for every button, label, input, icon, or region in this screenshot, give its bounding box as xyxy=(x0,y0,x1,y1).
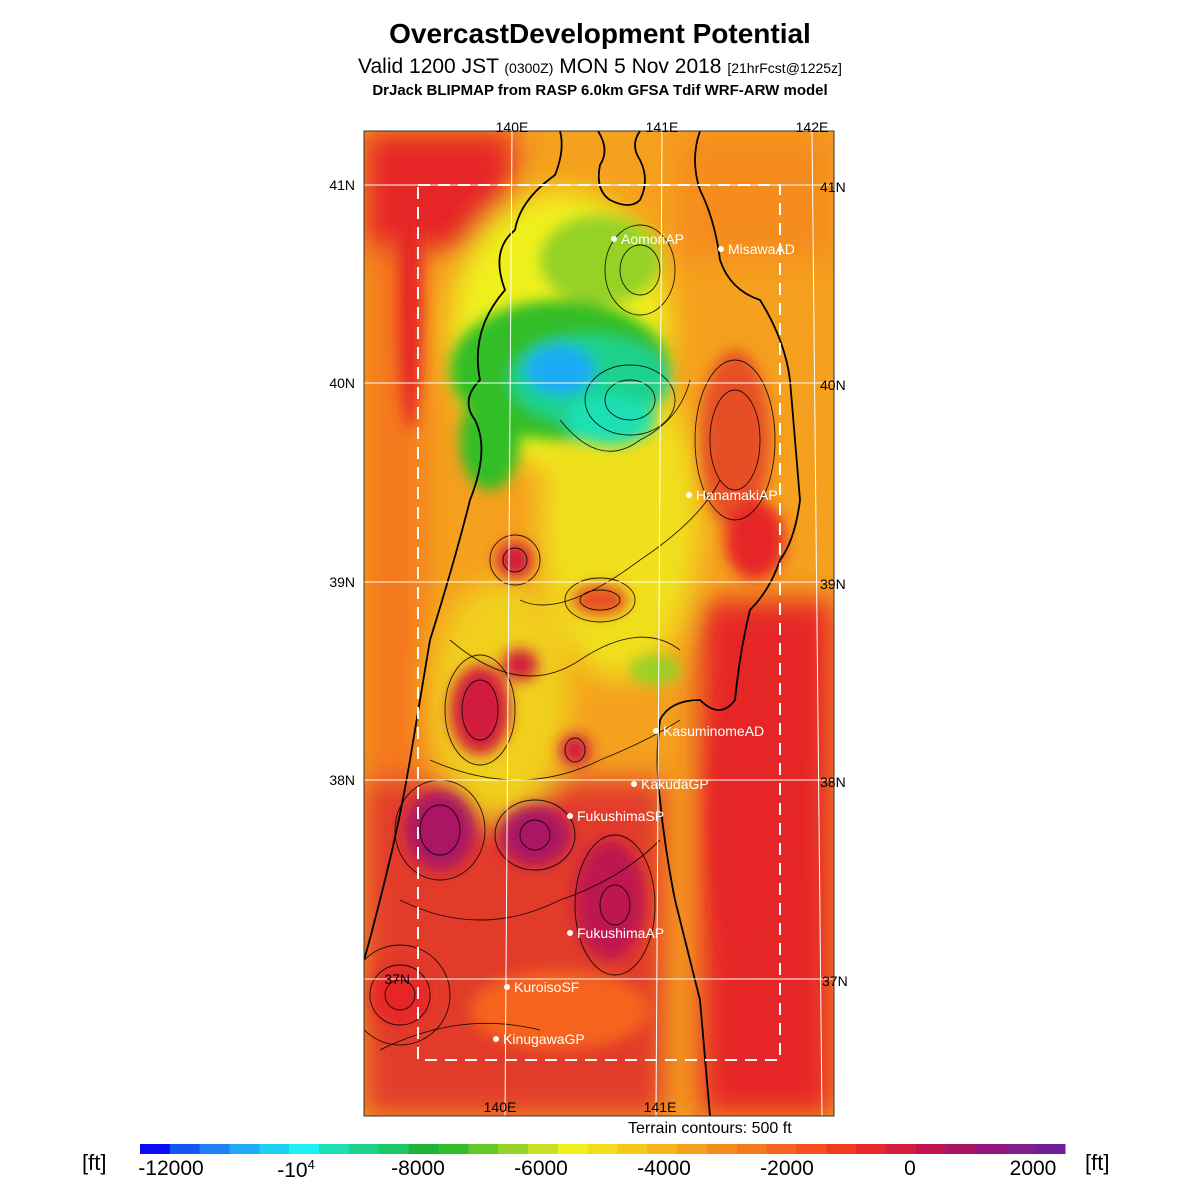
colorbar-swatch xyxy=(378,1144,410,1154)
map-title: OvercastDevelopment Potential xyxy=(389,18,811,49)
lon-label-bottom-140: 140E xyxy=(484,1099,517,1115)
colorbar-swatch xyxy=(438,1144,469,1154)
lon-label-bottom-141: 141E xyxy=(644,1099,677,1115)
lat-label-left-38: 38N xyxy=(329,772,355,788)
colorbar-swatch xyxy=(259,1144,290,1154)
lat-label-right-41: 41N xyxy=(820,179,846,195)
station-label: KuroisoSF xyxy=(514,979,579,995)
lon-label-top-142: 142E xyxy=(796,119,829,135)
forecast-info: [21hrFcst@1225z] xyxy=(727,60,842,76)
station-hanamaki-ap: HanamakiAP xyxy=(686,487,778,503)
station-label: FukushimaSP xyxy=(577,808,664,824)
colorbar-swatch xyxy=(856,1144,887,1154)
lon-label-top-140: 140E xyxy=(496,119,529,135)
colorbar-swatch xyxy=(796,1144,827,1154)
colorbar-label-minus-6000: -6000 xyxy=(514,1157,568,1180)
colorbar-swatch xyxy=(527,1144,559,1154)
colorbar-label-base: -10 xyxy=(277,1159,308,1182)
colorbar-swatch xyxy=(319,1144,350,1154)
colorbar-swatch xyxy=(289,1144,320,1154)
colorbar-swatch xyxy=(617,1144,648,1154)
lat-label-right-39: 39N xyxy=(820,576,846,592)
lat-label-left-41: 41N xyxy=(329,177,355,193)
station-label: HanamakiAP xyxy=(696,487,778,503)
station-kakuda-gp: KakudaGP xyxy=(631,776,709,792)
colorbar-label-minus-10000: -104 xyxy=(277,1157,315,1183)
colorbar-swatch xyxy=(229,1144,260,1154)
lat-label-right-37: 37N xyxy=(822,973,848,989)
colorbar-swatch xyxy=(677,1144,708,1154)
valid-prefix: Valid 1200 JST xyxy=(358,55,499,78)
colorbar-label-zero: 0 xyxy=(904,1157,916,1180)
station-label: KasuminomeAD xyxy=(663,723,764,739)
station-label: MisawaAD xyxy=(728,241,795,257)
lat-label-right-40: 40N xyxy=(820,377,846,393)
terrain-note: Terrain contours: 500 ft xyxy=(628,1120,792,1137)
colorbar-swatch xyxy=(199,1144,231,1154)
colorbar-swatch xyxy=(885,1144,917,1154)
station-label: AomoriAP xyxy=(621,231,684,247)
colorbar-label-2000: 2000 xyxy=(1009,1157,1057,1180)
station-fukushima-ap: FukushimaAP xyxy=(567,925,664,941)
station-misawa-ad: MisawaAD xyxy=(718,241,795,257)
station-aomori-ap: AomoriAP xyxy=(611,231,684,247)
lat-label-right-38: 38N xyxy=(820,774,846,790)
colorbar-swatch xyxy=(169,1144,201,1154)
colorbar-label-minus-12000: -12000 xyxy=(138,1157,204,1180)
colorbar-swatch xyxy=(736,1144,768,1154)
lat-label-left-40: 40N xyxy=(329,375,355,391)
lon-label-top-141: 141E xyxy=(646,119,679,135)
station-label: KinugawaGP xyxy=(503,1031,585,1047)
station-label: KakudaGP xyxy=(641,776,709,792)
lat-label-left-39: 39N xyxy=(329,574,355,590)
colorbar-swatch xyxy=(468,1144,499,1154)
colorbar-label-minus-2000: -2000 xyxy=(760,1157,814,1180)
station-kinugawa-gp: KinugawaGP xyxy=(493,1031,585,1047)
station-fukushima-sp: FukushimaSP xyxy=(567,808,664,824)
colorbar-swatch xyxy=(706,1144,738,1154)
colorbar-swatch xyxy=(1035,1144,1066,1154)
colorbar-swatch xyxy=(348,1144,380,1154)
model-description: DrJack BLIPMAP from RASP 6.0km GFSA Tdif… xyxy=(372,82,828,99)
station-label: FukushimaAP xyxy=(577,925,664,941)
valid-time: Valid 1200 JST (0300Z) MON 5 Nov 2018 [2… xyxy=(0,55,1200,79)
lat-lon-grid xyxy=(364,130,834,1117)
colorbar-swatch xyxy=(587,1144,618,1154)
station-kasuminome-ad: KasuminomeAD xyxy=(653,723,764,739)
colorbar-unit-left: [ft] xyxy=(82,1150,107,1175)
colorbar-swatch xyxy=(408,1144,439,1154)
colorbar-swatch xyxy=(557,1144,589,1154)
lat-label-left-37: 37N xyxy=(384,971,410,987)
colorbar-label-exponent: 4 xyxy=(307,1157,315,1172)
colorbar-swatch xyxy=(826,1144,857,1154)
colorbar-swatch xyxy=(945,1144,976,1154)
valid-date: MON 5 Nov 2018 xyxy=(559,55,722,78)
colorbar-swatch xyxy=(975,1144,1006,1154)
analysis-boundary xyxy=(417,184,781,1061)
colorbar-swatch xyxy=(498,1144,529,1154)
colorbar-swatch xyxy=(915,1144,947,1154)
colorbar-unit-right: [ft] xyxy=(1085,1150,1110,1175)
colorbar xyxy=(140,1144,1066,1154)
colorbar-swatch xyxy=(1005,1144,1036,1154)
colorbar-label-minus-4000: -4000 xyxy=(637,1157,691,1180)
colorbar-label-minus-8000: -8000 xyxy=(391,1157,445,1180)
valid-zulu: (0300Z) xyxy=(504,60,554,76)
colorbar-swatch xyxy=(647,1144,678,1154)
station-kuroiso-sf: KuroisoSF xyxy=(504,979,579,995)
overcast-field xyxy=(364,131,834,1116)
colorbar-swatch xyxy=(140,1144,171,1154)
colorbar-swatch xyxy=(766,1144,797,1154)
